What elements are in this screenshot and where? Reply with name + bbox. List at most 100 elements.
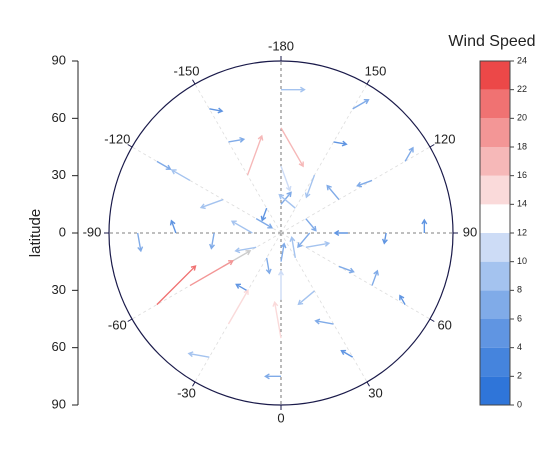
angular-tick [127,144,133,148]
wind-vector [305,218,317,232]
angular-tick [366,381,370,387]
angular-tick-label: 0 [277,410,284,425]
colorbar-tick-label: 12 [517,227,527,237]
angular-grid-line [280,232,368,383]
colorbar-tick-label: 14 [517,199,527,209]
wind-vector [255,218,274,229]
wind-vector [371,269,379,286]
wind-vector [352,98,370,110]
colorbar-band [480,347,510,377]
wind-vector [333,140,348,147]
angular-tick [192,79,196,85]
y-tick-label: 60 [52,339,66,354]
wind-vector [136,232,144,253]
colorbar-band [480,376,510,405]
wind-vector [340,349,354,358]
angular-tick-label: 30 [368,386,382,401]
wind-vector [209,232,215,250]
colorbar-band [480,147,510,176]
wind-vector [280,191,292,205]
y-tick-label: 0 [59,224,66,239]
colorbar-band [480,233,510,262]
wind-vector [264,373,281,380]
wind-vector [189,260,234,287]
angular-tick-label: 150 [365,63,387,78]
wind-vector [199,198,224,210]
wind-vector [277,269,285,300]
colorbar-tick-label: 16 [517,170,527,180]
wind-vector [381,232,388,245]
colorbar-band [480,290,510,319]
wind-vector [421,218,428,233]
wind-vector [280,127,304,168]
angular-tick-label: 90 [463,224,477,239]
angular-tick [429,318,435,322]
y-tick-label: 60 [52,110,66,125]
wind-vector [399,294,406,306]
wind-vector [304,174,316,199]
wind-vector [356,179,373,188]
colorbar-tick-label: 0 [517,399,522,409]
wind-vector [227,289,249,325]
wind-vector [235,283,248,292]
angular-tick-label: -120 [104,131,130,146]
wind-vector [326,184,340,201]
y-tick-label: 90 [52,52,66,67]
colorbar-tick-label: 18 [517,141,527,151]
wind-vector [280,165,292,192]
colorbar-tick-label: 22 [517,84,527,94]
colorbar-band [480,118,510,147]
angular-tick [366,79,370,85]
colorbar-tick-label: 4 [517,342,522,352]
colorbar-band [480,204,510,233]
colorbar-band [480,175,510,205]
colorbar-title: Wind Speed [448,33,535,50]
colorbar-band [480,61,510,90]
wind-vector [230,220,253,234]
colorbar-tick-label: 24 [517,55,527,65]
colorbar-band [480,261,510,291]
y-axis-label: latitude [27,209,44,257]
angular-tick-label: -180 [268,38,294,53]
angular-grid-line [194,83,282,234]
wind-vector [260,207,268,222]
y-tick-label: 30 [52,167,66,182]
wind-vector [333,229,348,237]
y-tick-label: 90 [52,396,66,411]
angular-grid-line [280,146,431,234]
angular-tick [127,318,133,322]
wind-vector [404,146,414,162]
angular-tick [429,144,435,148]
angular-tick-label: 120 [434,131,456,146]
wind-vector [297,290,315,306]
wind-vector [265,257,272,275]
wind-vector [278,193,296,209]
angular-grid-line [280,83,368,234]
colorbar-tick-label: 10 [517,256,527,266]
wind-vector [281,86,306,93]
wind-vector [169,219,177,234]
angular-tick [192,381,196,387]
wind-vector [305,240,331,249]
angular-tick-label: 60 [437,317,451,332]
angular-tick-label: -60 [108,317,127,332]
angular-grid-line [280,232,431,320]
colorbar-tick-label: 20 [517,113,527,123]
wind-vector [234,246,257,254]
angular-tick-label: -30 [177,386,196,401]
angular-grid-line [131,146,282,234]
wind-vector [228,136,246,143]
colorbar-tick-label: 2 [517,371,522,381]
wind-vector [156,265,197,306]
colorbar-tick-label: 6 [517,313,522,323]
wind-vector [156,160,172,170]
colorbar-band [480,89,510,119]
wind-vector [209,107,224,114]
wind-vector [272,300,282,339]
wind-vector [187,351,210,358]
wind-vector [289,236,297,258]
colorbar-tick-label: 8 [517,285,522,295]
wind-vector [314,318,334,325]
wind-vector [170,169,191,182]
y-tick-label: 30 [52,282,66,297]
